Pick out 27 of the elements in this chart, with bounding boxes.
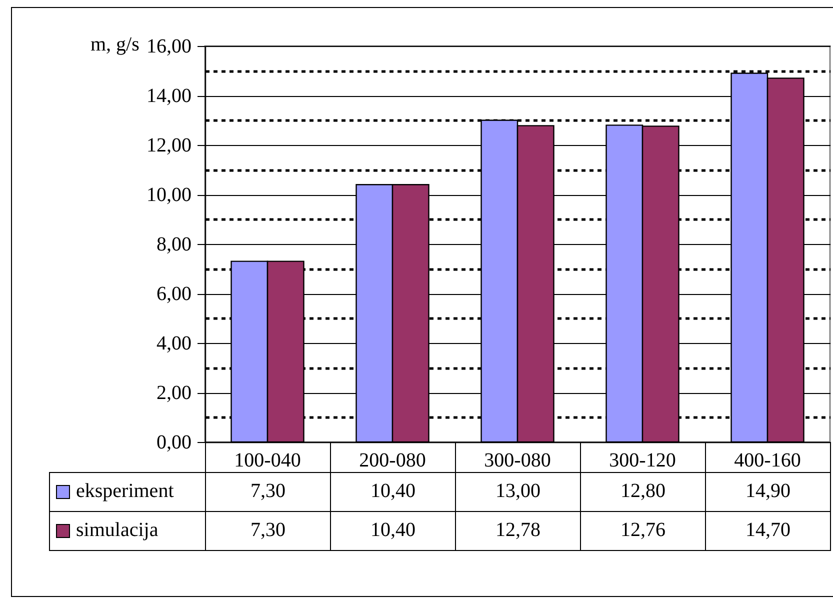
x-tick-label: 200-080 bbox=[359, 450, 426, 472]
legend-label: simulacija bbox=[50, 511, 206, 550]
data-label: 14,70 bbox=[706, 511, 830, 550]
y-tick-label: 2,00 bbox=[156, 382, 192, 404]
y-tick-label: 4,00 bbox=[156, 332, 192, 354]
y-tick-label: 16,00 bbox=[146, 36, 192, 58]
x-tick-label: 300-120 bbox=[609, 450, 676, 472]
data-label: 12,78 bbox=[456, 511, 580, 550]
data-label: 14,90 bbox=[706, 472, 830, 511]
data-label: 10,40 bbox=[330, 472, 456, 511]
data-label: 10,40 bbox=[330, 511, 456, 550]
data-label: 13,00 bbox=[456, 472, 580, 511]
y-tick-label: 0,00 bbox=[156, 432, 192, 454]
x-tick-label: 400-160 bbox=[734, 450, 801, 472]
y-axis-title: m, g/s bbox=[90, 34, 140, 56]
x-tick-label: 100-040 bbox=[234, 450, 301, 472]
data-label: 7,30 bbox=[206, 472, 330, 511]
data-label: 7,30 bbox=[206, 511, 330, 550]
x-tick-label: 300-080 bbox=[484, 450, 551, 472]
y-tick-label: 10,00 bbox=[146, 184, 192, 206]
y-tick-label: 12,00 bbox=[146, 134, 192, 156]
legend-label: eksperiment bbox=[50, 472, 206, 511]
y-tick-label: 8,00 bbox=[156, 234, 192, 256]
data-label: 12,80 bbox=[580, 472, 706, 511]
data-label: 12,76 bbox=[580, 511, 706, 550]
y-tick-label: 14,00 bbox=[146, 85, 192, 107]
y-tick-label: 6,00 bbox=[156, 283, 192, 305]
